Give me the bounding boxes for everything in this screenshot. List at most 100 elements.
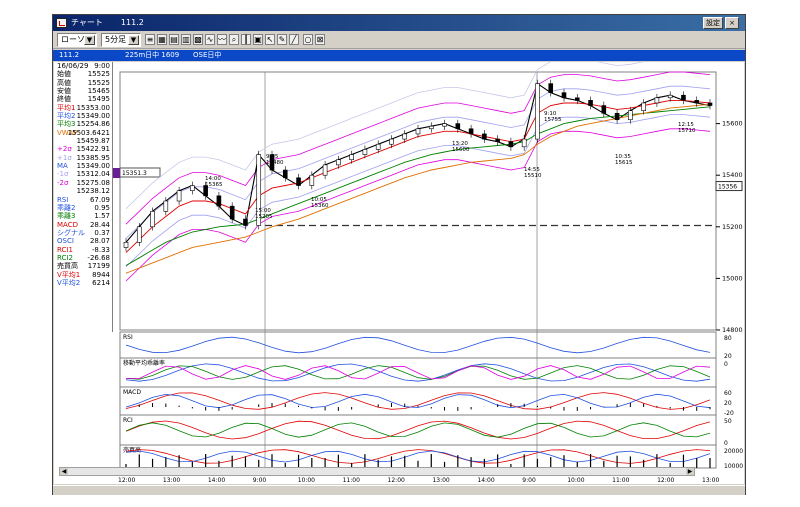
data-row: VWAP 15503.6421 (56, 129, 112, 137)
status-bar (53, 485, 745, 495)
candle-body (508, 141, 514, 148)
candle-body (667, 94, 673, 99)
annotation-price: 15710 (678, 128, 696, 134)
line-chart-icon[interactable]: ∿ (205, 34, 215, 45)
data-row-value: 15275.08 (76, 178, 110, 187)
annotation-price: 15360 (311, 203, 329, 209)
search-icon[interactable]: ○ (303, 34, 313, 45)
data-row-label: VWAP (57, 128, 78, 137)
data-row-value: 15525 (87, 70, 110, 79)
candle-body (309, 174, 315, 186)
candle-body (614, 112, 620, 121)
chevron-down-icon: ▼ (84, 35, 95, 45)
series-line (125, 103, 711, 274)
candle-body (694, 100, 700, 104)
data-row-value: 28.44 (89, 220, 110, 229)
candle-body (229, 205, 235, 220)
data-row-label: 平均3 (57, 120, 76, 129)
grid-icon[interactable]: ▩ (193, 34, 203, 45)
subpanel-tick: 50 (724, 418, 732, 425)
x-axis-label: 13:00 (702, 477, 719, 484)
candle-body (282, 169, 288, 179)
title-bar: チャート 111.2 設定 × (53, 15, 745, 31)
chart-content: RSI 80 20 移動平均乖離率 0 MACD 60 20 -20 RCI 50 0 売買高 20000… (54, 62, 744, 484)
candle-body (628, 110, 633, 121)
bollinger-band (125, 62, 645, 209)
data-row: -2σ 15275.08 (56, 179, 112, 187)
data-row: 高値 15525 (56, 79, 112, 87)
data-row-value: 15465 (87, 87, 110, 96)
indicator-trace (125, 392, 711, 410)
indicator-trace (125, 336, 711, 354)
data-row-label: +1σ (57, 153, 72, 162)
annotation-time: 10:05 (311, 197, 327, 203)
data-row-label: 高値 (57, 78, 71, 87)
scroll-right-icon[interactable]: ▶ (686, 468, 694, 475)
data-row: MA 15349.00 (56, 162, 112, 170)
zoom-icon[interactable]: ⌕ (229, 34, 239, 45)
left-price-tag: 15351.3 (122, 170, 147, 177)
data-row: 始値 15525 (56, 70, 112, 78)
cursor-icon[interactable]: ↖ (265, 34, 275, 45)
settings-button[interactable]: 設定 (703, 17, 723, 29)
data-row-value: 15238.12 (76, 187, 110, 196)
candle-body (243, 218, 248, 226)
chart-bars-icon[interactable]: ▦ (157, 34, 167, 45)
bollinger-band (125, 85, 711, 239)
erase-icon[interactable]: ⊠ (315, 34, 325, 45)
close-button[interactable]: × (725, 17, 739, 29)
subpanel-label: 移動平均乖離率 (123, 359, 165, 367)
period-select[interactable]: 5分足 ▼ (101, 33, 141, 47)
data-row-value: 15353.00 (76, 103, 110, 112)
subpanel-tick: 80 (724, 335, 732, 342)
chart-type-select[interactable]: ローソク ▼ (57, 33, 97, 47)
candle-icon[interactable]: ┃ (241, 34, 251, 45)
indicator-trace (125, 393, 711, 409)
candle-body (349, 154, 354, 161)
data-row: V平均1 8944 (56, 271, 112, 279)
data-row-value: 28.07 (89, 237, 110, 246)
data-row-label: -2σ (57, 178, 69, 187)
indicator-list-icon[interactable]: ≡ (145, 34, 155, 45)
horizontal-scrollbar[interactable]: ◀ ▶ (59, 467, 695, 476)
info-code: 111.2 (59, 51, 80, 59)
chart-window: チャート 111.2 設定 × ローソク ▼ 5分足 ▼ ≡ ▦ ▤ ▥ ▩ ∿ … (52, 14, 746, 495)
data-row: 平均1 15353.00 (56, 104, 112, 112)
pen-icon[interactable]: ✎ (277, 34, 287, 45)
data-row: RSI 67.09 (56, 196, 112, 204)
data-row-value: 15422.91 (76, 145, 110, 154)
data-row-value: 8944 (92, 270, 110, 279)
data-row-value: 15459.87 (76, 137, 110, 146)
subpanel-frame (119, 386, 717, 416)
candle-body (455, 123, 461, 130)
data-row: 乖離3 1.57 (56, 212, 112, 220)
subpanel-tick: 60 (724, 390, 732, 397)
data-row-label: 乖離3 (57, 212, 76, 221)
data-row: RCI1 -8.33 (56, 246, 112, 254)
data-row: 終値 15495 (56, 95, 112, 103)
candle-body (548, 83, 554, 93)
annotation-time: 14:55 (524, 167, 540, 173)
indicator-trace (125, 422, 711, 438)
candle-body (322, 164, 328, 176)
data-row-label: MACD (57, 220, 78, 229)
wave-icon[interactable]: 〰 (217, 34, 227, 45)
print-icon[interactable]: ▣ (253, 34, 263, 45)
data-row-value: 0.37 (94, 228, 110, 237)
draw-line-icon[interactable]: ╱ (289, 34, 299, 45)
data-row-value: 15495 (87, 95, 110, 104)
x-axis-label: 14:00 (477, 477, 494, 484)
data-row-label: シグナル (57, 228, 85, 237)
data-row-label: 安値 (57, 87, 71, 96)
chart-split-icon[interactable]: ▤ (169, 34, 179, 45)
candle-body (641, 102, 646, 111)
scroll-left-icon[interactable]: ◀ (60, 468, 68, 475)
data-row-value: 15349.00 (76, 162, 110, 171)
candle-body (402, 133, 408, 140)
data-row-label: -1σ (57, 170, 69, 179)
candle-body (535, 83, 540, 140)
table-icon[interactable]: ▥ (181, 34, 191, 45)
data-row-label: 終値 (57, 95, 71, 104)
annotation-time: 15:00 (255, 208, 271, 214)
candle-body (123, 241, 129, 248)
